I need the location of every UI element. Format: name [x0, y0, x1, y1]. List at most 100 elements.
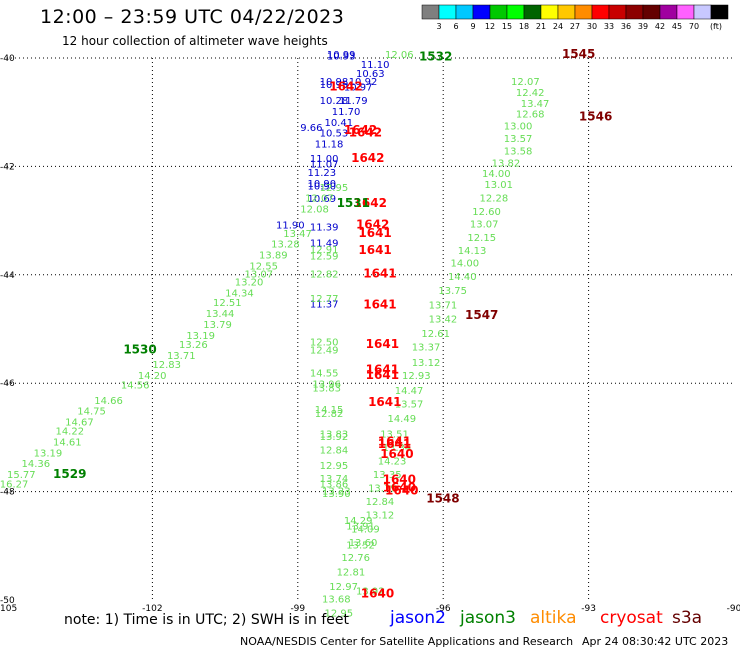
data-label-jason3: 13.71 [429, 300, 458, 311]
data-label-jason2: 10.99 [327, 50, 356, 61]
data-label-jason2: 11.49 [310, 239, 339, 250]
data-label-jason3: 13.92 [320, 432, 349, 443]
data-label-jason2: 10.90 [307, 179, 336, 190]
data-label-jason3: 13.00 [504, 122, 533, 133]
data-label-jason3: 12.07 [305, 194, 334, 205]
legend-tick-label: 30 [587, 22, 597, 31]
data-label-jason2: 11.79 [339, 96, 368, 107]
legend-swatch [642, 4, 661, 20]
data-label-s3a: 1547 [465, 308, 498, 322]
data-label-jason3: 13.19 [34, 448, 63, 459]
data-label-cryosat: 1640 [361, 586, 394, 600]
legend-tick-label: 12 [485, 22, 495, 31]
legend-swatch [506, 4, 525, 20]
data-label-jason3: 12.95 [324, 608, 353, 619]
data-label-jason3: 12.49 [310, 345, 339, 356]
legend-tick-label: 27 [570, 22, 580, 31]
legend-tick-label: 9 [470, 22, 475, 31]
legend-swatch [659, 4, 678, 20]
data-label-jason2: 10.63 [356, 69, 385, 80]
footer-note: note: 1) Time is in UTC; 2) SWH is in fe… [64, 612, 350, 628]
data-label-jason2: 10.28 [320, 96, 349, 107]
data-label-jason2: 11.10 [361, 60, 390, 71]
data-label-jason2: 10.97 [344, 83, 373, 94]
legend-swatch [693, 4, 712, 20]
data-label-jason2: 11.70 [332, 107, 361, 118]
data-label-jason3: 16.27 [0, 479, 28, 490]
data-label-jason3: 13.35 [373, 470, 402, 481]
data-label-jason3: 14.13 [458, 246, 487, 257]
data-label-jason3: 12.82 [310, 270, 339, 281]
timestamp-text: Apr 24 08:30:42 UTC 2023 [582, 635, 729, 648]
data-label-jason3: 13.91 [346, 522, 375, 533]
data-label-jason3: 14.67 [65, 417, 94, 428]
data-label-jason3: 13.83 [320, 429, 349, 440]
data-label-jason3: 13.20 [235, 278, 264, 289]
data-label-jason2: 11.07 [310, 159, 339, 170]
data-label-jason2: 10.92 [349, 77, 378, 88]
data-label-jason3: 13.52 [346, 541, 375, 552]
legend-tick-label: 36 [621, 22, 631, 31]
credit-text: NOAA/NESDIS Center for Satellite Applica… [240, 635, 574, 648]
data-label-jason2: 10.93 [327, 52, 356, 63]
data-label-jason3: 13.42 [429, 314, 458, 325]
data-label-jason3: 13.89 [259, 251, 288, 262]
data-label-cryosat: 1641 [378, 437, 411, 451]
data-label-jason3: 14.61 [53, 438, 82, 449]
data-label-jason3: 13.68 [322, 595, 351, 606]
data-label-jason2: 11.39 [310, 222, 339, 233]
legend-swatch [421, 4, 440, 20]
data-label-jason3: 14.55 [310, 369, 339, 380]
data-label-jason3: 13.86 [320, 479, 349, 490]
data-label-jason3: 12.81 [337, 568, 366, 579]
data-label-cryosat: 1640 [380, 447, 413, 461]
data-label-cryosat: 1641 [366, 368, 399, 382]
data-label-jason3: 15.77 [7, 470, 36, 481]
data-label-jason3_time: 1530 [123, 342, 156, 356]
data-label-cryosat: 1640 [383, 472, 416, 486]
data-label-jason2: 10.69 [307, 194, 336, 205]
y-tick-label: -40 [0, 54, 15, 64]
data-label-jason3: 12.59 [310, 252, 339, 263]
data-label-jason3: 14.00 [482, 169, 511, 180]
legend-swatch [591, 4, 610, 20]
data-label-cryosat: 1642 [351, 151, 384, 165]
data-label-cryosat: 1640 [385, 483, 418, 497]
data-label-jason2: 10.41 [324, 118, 353, 129]
data-label-jason2: 11.23 [307, 168, 336, 179]
x-tick-label: -96 [436, 604, 451, 614]
data-label-jason3: 13.51 [380, 429, 409, 440]
legend-tick-label: 24 [553, 22, 563, 31]
data-label-jason2: 11.90 [276, 221, 305, 232]
data-label-jason3: 14.00 [450, 259, 479, 270]
data-label-cryosat: 1642 [344, 123, 377, 137]
data-label-jason3: 13.01 [484, 180, 513, 191]
data-label-jason3: 12.77 [310, 294, 339, 305]
data-label-jason3: 14.49 [387, 414, 416, 425]
data-label-jason3: 13.82 [492, 158, 521, 169]
legend-tick-label: 6 [453, 22, 458, 31]
data-label-jason3_time: 1531 [337, 196, 370, 210]
legend-swatch [472, 4, 491, 20]
data-label-jason3: 13.12 [412, 358, 441, 369]
data-label-jason3: 12.82 [315, 409, 344, 420]
data-label-jason3: 12.95 [320, 183, 349, 194]
data-label-jason3: 12.08 [300, 204, 329, 215]
data-label-jason3: 13.37 [412, 343, 441, 354]
data-label-cryosat: 1640 [383, 481, 416, 495]
y-tick-label: -42 [0, 162, 15, 172]
data-label-jason3: 13.34 [383, 443, 412, 454]
data-label-jason3: 14.66 [94, 396, 123, 407]
legend-swatch [710, 4, 729, 20]
legend-tick-label: 18 [519, 22, 529, 31]
data-label-jason3: 13.58 [504, 146, 533, 157]
data-label-jason3: 13.90 [322, 489, 351, 500]
data-label-jason2: 10.53 [320, 129, 349, 140]
legend-swatch [676, 4, 695, 20]
data-label-jason3: 13.26 [179, 340, 208, 351]
data-label-jason3: 13.96 [312, 380, 341, 391]
legend-jason2: jason2 [390, 608, 446, 628]
data-label-jason3: 12.76 [341, 553, 370, 564]
y-tick-label: -50 [0, 596, 15, 606]
